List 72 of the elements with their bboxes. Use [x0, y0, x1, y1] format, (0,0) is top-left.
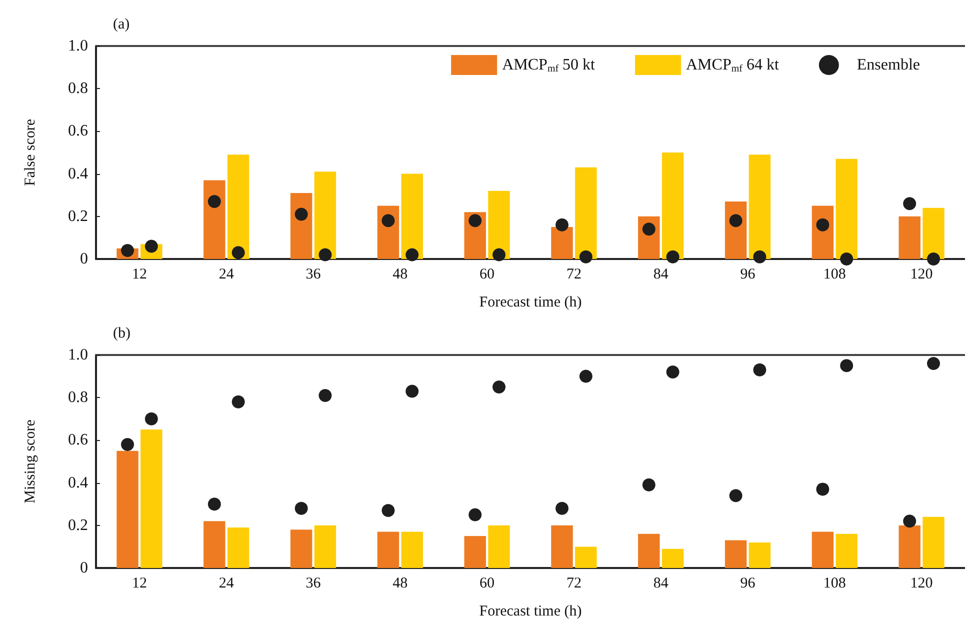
x-tick-label: 96 — [740, 266, 756, 282]
chart-title: (b) — [113, 326, 130, 342]
bar — [898, 216, 920, 259]
bar — [401, 174, 423, 259]
bar — [812, 532, 834, 568]
x-tick-label: 48 — [392, 266, 408, 282]
bar — [140, 430, 162, 568]
y-axis-title: False score — [22, 118, 38, 186]
bar — [662, 548, 684, 568]
x-tick-label: 108 — [823, 576, 846, 592]
bar — [575, 167, 597, 259]
bar — [227, 154, 250, 259]
x-tick-label: 84 — [653, 576, 669, 592]
y-tick-label: 0.4 — [68, 474, 88, 492]
x-tick-label: 12 — [132, 576, 147, 592]
bar — [116, 450, 138, 568]
x-tick-label: 60 — [480, 266, 495, 282]
x-tick-label: 36 — [306, 576, 322, 592]
chart-title: (a) — [113, 16, 130, 32]
x-tick-label: 120 — [910, 266, 933, 282]
y-tick-label: 0.6 — [68, 432, 88, 449]
bar — [290, 192, 312, 259]
y-tick-label: 0 — [80, 560, 88, 576]
bar — [204, 521, 226, 568]
bar — [638, 534, 660, 568]
bar — [227, 528, 250, 568]
bar — [488, 525, 510, 568]
y-tick-label: 0.8 — [68, 389, 88, 406]
y-tick-label: 0.8 — [68, 80, 88, 98]
x-tick-label: 36 — [306, 266, 322, 282]
bar — [836, 158, 858, 259]
bar — [922, 208, 944, 259]
y-tick-label: 0 — [80, 250, 88, 268]
bar — [464, 536, 486, 568]
bar — [377, 532, 400, 568]
y-tick-label: 1.0 — [68, 346, 88, 364]
bar — [662, 152, 684, 259]
bar — [401, 532, 423, 568]
x-tick-label: 96 — [740, 576, 756, 592]
y-tick-label: 0.4 — [68, 165, 88, 182]
x-tick-label: 24 — [218, 576, 234, 592]
legend-label: Ensemble — [856, 56, 920, 74]
bar — [314, 172, 336, 259]
y-tick-label: 1.0 — [68, 38, 88, 54]
bar — [314, 525, 336, 568]
bar — [290, 530, 312, 568]
bar — [836, 534, 858, 568]
bar — [488, 190, 510, 259]
bar — [204, 180, 226, 259]
x-axis-title: Forecast time (h) — [479, 604, 582, 620]
y-tick-label: 0.6 — [68, 122, 88, 140]
x-tick-label: 12 — [132, 266, 147, 282]
bar — [748, 542, 771, 568]
x-tick-label: 24 — [218, 266, 234, 282]
bar — [748, 154, 771, 259]
x-tick-label: 84 — [653, 266, 669, 282]
x-tick-label: 48 — [392, 576, 408, 592]
x-tick-label: 120 — [910, 576, 933, 592]
bar — [551, 227, 573, 259]
y-tick-label: 0.2 — [68, 516, 88, 534]
bar — [898, 525, 920, 568]
x-axis-title: Forecast time (h) — [479, 294, 582, 310]
bar — [575, 546, 597, 568]
x-tick-label: 72 — [566, 576, 582, 592]
x-tick-label: 108 — [823, 266, 846, 282]
bar — [551, 525, 573, 568]
y-tick-label: 0.2 — [68, 208, 88, 225]
x-tick-label: 60 — [480, 576, 495, 592]
bar — [922, 516, 944, 568]
bar — [724, 540, 747, 568]
y-axis-title: Missing score — [22, 419, 38, 504]
x-tick-label: 72 — [566, 266, 582, 282]
